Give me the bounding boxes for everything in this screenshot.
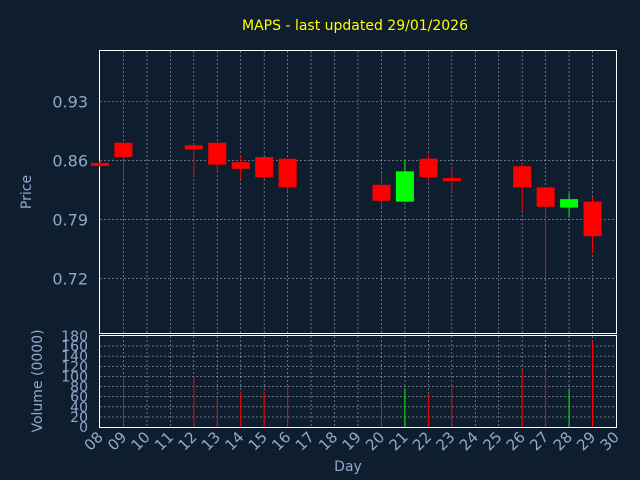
price-panel-frame <box>99 50 617 334</box>
volume-tick-label: 0 <box>79 420 88 436</box>
grid-lines <box>100 51 616 427</box>
volume-tick-label: 100 <box>61 369 88 385</box>
x-tick-label: 18 <box>315 428 341 454</box>
x-axis: 0809101112131415161718192021222324252627… <box>81 428 623 454</box>
candle-body <box>278 158 297 188</box>
candle-body <box>419 158 438 178</box>
x-tick-label: 23 <box>432 428 458 454</box>
volume-tick-label: 180 <box>61 329 88 345</box>
candle-body <box>395 171 414 202</box>
x-tick-label: 24 <box>456 428 482 454</box>
x-tick-label: 09 <box>104 428 130 454</box>
price-y-axis: 0.72 0.79 0.86 0.93 <box>52 93 88 289</box>
x-tick-label: 26 <box>503 428 529 454</box>
candle-body <box>208 142 227 165</box>
candle-body <box>231 162 250 169</box>
x-tick-label: 12 <box>174 428 200 454</box>
volume-tick-label: 140 <box>61 349 88 365</box>
candle-body <box>536 187 555 207</box>
x-tick-label: 15 <box>245 428 271 454</box>
price-tick-label: 0.72 <box>52 269 88 288</box>
price-tick-label: 0.79 <box>52 210 88 229</box>
x-tick-label: 25 <box>479 428 505 454</box>
volume-tick-label: 160 <box>61 339 88 355</box>
x-tick-label: 19 <box>339 428 365 454</box>
candles-layer <box>91 142 602 278</box>
candle-body <box>184 145 203 150</box>
chart-title: MAPS - last updated 29/01/2026 <box>242 18 468 34</box>
price-axis-label: Price <box>19 175 35 209</box>
x-tick-label: 27 <box>526 428 552 454</box>
x-tick-label: 20 <box>362 428 388 454</box>
x-tick-label: 28 <box>550 428 576 454</box>
volume-bars-layer <box>122 341 594 427</box>
x-tick-label: 13 <box>198 428 224 454</box>
x-tick-label: 22 <box>409 428 435 454</box>
candle-body <box>442 178 461 182</box>
x-tick-label: 17 <box>292 428 318 454</box>
candle-body <box>114 142 133 158</box>
volume-tick-label: 40 <box>70 400 88 416</box>
candle-body <box>583 201 602 237</box>
x-tick-label: 30 <box>597 428 623 454</box>
x-tick-label: 16 <box>268 428 294 454</box>
candle-body <box>372 184 391 201</box>
volume-panel-frame <box>99 335 617 428</box>
candle-body <box>255 157 274 178</box>
x-tick-label: 29 <box>573 428 599 454</box>
volume-tick-label: 120 <box>61 359 88 375</box>
price-tick-label: 0.86 <box>52 151 88 170</box>
volume-axis-label: Volume (0000) <box>30 329 46 432</box>
x-axis-label: Day <box>334 459 362 475</box>
x-tick-label: 10 <box>128 428 154 454</box>
x-tick-label: 14 <box>221 428 247 454</box>
volume-tick-label: 80 <box>70 380 88 396</box>
volume-tick-label: 20 <box>70 410 88 426</box>
volume-tick-label: 60 <box>70 390 88 406</box>
x-tick-label: 11 <box>151 428 177 454</box>
candle-body <box>91 162 109 166</box>
candle-body <box>560 199 579 208</box>
x-tick-label: 21 <box>386 428 412 454</box>
candle-body <box>513 166 532 188</box>
price-tick-label: 0.93 <box>52 93 88 112</box>
